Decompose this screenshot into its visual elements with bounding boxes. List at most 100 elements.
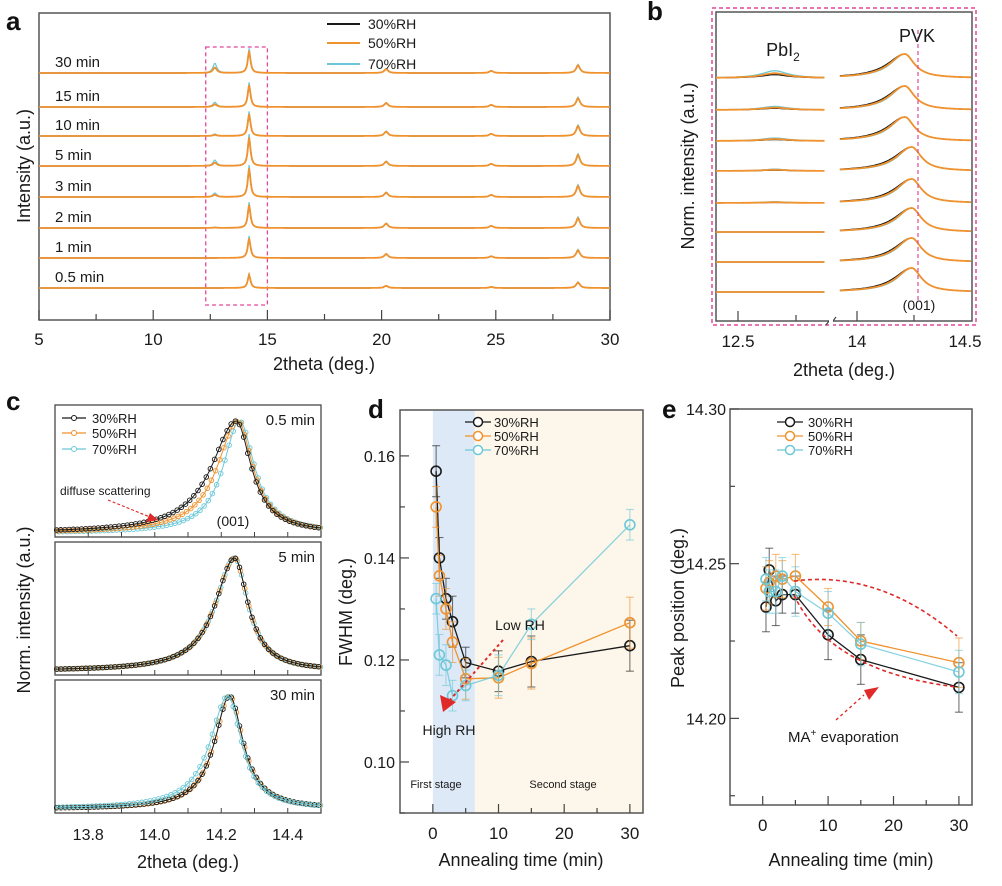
trace-pvk-50rh bbox=[839, 178, 971, 204]
marker-30rh bbox=[99, 664, 106, 671]
marker-70rh bbox=[130, 800, 137, 807]
panel-d-ylabel: FWHM (deg.) bbox=[336, 558, 356, 666]
marker-30rh bbox=[199, 771, 205, 777]
data-point-70rh bbox=[953, 666, 965, 678]
marker-30rh bbox=[240, 434, 247, 440]
time-label: 5 min bbox=[278, 549, 315, 566]
data-point-70rh bbox=[822, 607, 834, 620]
data-point-70rh bbox=[525, 618, 538, 631]
marker-30rh bbox=[253, 626, 259, 632]
marker-30rh bbox=[107, 664, 114, 670]
marker-50rh bbox=[179, 511, 186, 517]
panel-d: d 0 10 20 30 0.10 0.12 0.14 0.16 30%RH50%RH70%R… bbox=[336, 394, 644, 870]
marker-70rh bbox=[122, 801, 128, 807]
trace-50rh-10min bbox=[39, 113, 610, 137]
marker-50rh bbox=[71, 527, 78, 534]
x-tick-label: 25 bbox=[486, 330, 505, 349]
curve-50rh bbox=[54, 420, 322, 532]
rh-trend-arrow bbox=[449, 639, 504, 701]
marker-70rh bbox=[180, 784, 187, 791]
marker-70rh bbox=[251, 773, 257, 780]
trace-50rh-5min bbox=[39, 137, 610, 167]
high-rh-label: High RH bbox=[423, 722, 476, 738]
second-stage-label: Second stage bbox=[529, 779, 596, 791]
x-tick-label: 14.0 bbox=[139, 827, 170, 844]
trace-50rh-2min bbox=[39, 204, 610, 229]
marker-70rh bbox=[55, 804, 62, 810]
marker-50rh bbox=[84, 527, 90, 533]
x-tick-label: 10 bbox=[819, 816, 838, 835]
panel-b-frame bbox=[715, 11, 973, 322]
panel-e-xlabel: Annealing time (min) bbox=[768, 850, 933, 870]
marker-30rh bbox=[70, 526, 77, 533]
trace-50rh-3min bbox=[39, 168, 610, 198]
y-tick-label: 14.20 bbox=[686, 711, 726, 728]
marker-70rh bbox=[251, 620, 257, 627]
marker-70rh bbox=[109, 802, 116, 808]
marker-50rh bbox=[217, 587, 223, 594]
data-point-70rh bbox=[763, 585, 776, 598]
legend-label-70rh: 70%RH bbox=[494, 443, 539, 458]
marker-70rh bbox=[72, 804, 79, 810]
trace-70rh-2min bbox=[39, 202, 610, 229]
marker-50rh bbox=[225, 563, 231, 569]
marker-50rh bbox=[212, 734, 219, 741]
panel-d-frame bbox=[399, 409, 644, 814]
panel-c-legend: 30%RH 50%RH 70%RH bbox=[62, 411, 137, 457]
diffuse-scattering-arrow bbox=[107, 499, 151, 518]
marker-50rh bbox=[225, 433, 231, 439]
rh-trend-arrowhead bbox=[440, 695, 456, 712]
low-rh-label: Low RH bbox=[495, 617, 545, 633]
marker-70rh bbox=[247, 765, 253, 771]
data-point-70rh bbox=[624, 518, 636, 531]
offset-label: 1 min bbox=[55, 239, 92, 256]
trace-pvk-50rh bbox=[839, 53, 971, 79]
marker-30rh bbox=[191, 640, 197, 646]
marker-50rh bbox=[192, 781, 198, 788]
marker-70rh bbox=[172, 790, 178, 796]
offset-label: 2 min bbox=[55, 209, 92, 226]
marker-50rh bbox=[196, 634, 202, 640]
data-point-70rh bbox=[492, 669, 505, 682]
panel-b-label: b bbox=[647, 0, 663, 26]
marker-70rh bbox=[205, 497, 212, 504]
data-point-70rh bbox=[769, 585, 782, 598]
marker-50rh bbox=[54, 528, 61, 534]
marker-70rh bbox=[201, 503, 207, 509]
marker-50rh bbox=[237, 568, 244, 574]
marker-30rh bbox=[207, 752, 214, 758]
marker-70rh bbox=[193, 510, 199, 517]
x-tick-label: 30 bbox=[601, 330, 620, 349]
marker-30rh bbox=[62, 526, 68, 533]
marker-30rh bbox=[53, 527, 60, 533]
marker-30rh bbox=[182, 501, 189, 507]
marker-70rh bbox=[64, 804, 70, 810]
marker-30rh bbox=[240, 581, 247, 587]
marker-30rh bbox=[270, 507, 276, 514]
trace-pvk-50rh bbox=[839, 237, 971, 263]
offset-label: 10 min bbox=[55, 117, 100, 134]
marker-30rh bbox=[228, 421, 234, 427]
marker-30rh bbox=[53, 666, 60, 672]
legend-label-70rh: 70%RH bbox=[808, 443, 853, 458]
diffuse-scattering-label: diffuse scattering bbox=[60, 484, 151, 498]
trace-pbi2-50rh bbox=[716, 138, 825, 142]
marker-50rh bbox=[217, 456, 223, 463]
legend-label-50rh: 50%RH bbox=[494, 429, 539, 444]
x-tick-label: 30 bbox=[949, 816, 968, 835]
marker-50rh bbox=[175, 513, 181, 520]
trace-pbi2-50rh bbox=[716, 201, 825, 204]
x-tick-label: 14 bbox=[848, 332, 867, 351]
legend-label-70rh: 70%RH bbox=[92, 442, 137, 457]
y-tick-label: 0.14 bbox=[364, 551, 395, 568]
marker-70rh bbox=[234, 720, 241, 727]
marker-30rh bbox=[182, 789, 189, 796]
marker-30rh bbox=[199, 629, 205, 636]
marker-50rh bbox=[187, 505, 194, 512]
marker-70rh bbox=[197, 507, 203, 514]
legend-label-30rh: 30%RH bbox=[368, 16, 416, 32]
legend-marker-70rh bbox=[472, 444, 484, 456]
evaporation-lower-envelope bbox=[793, 594, 958, 688]
marker-30rh bbox=[70, 665, 77, 672]
